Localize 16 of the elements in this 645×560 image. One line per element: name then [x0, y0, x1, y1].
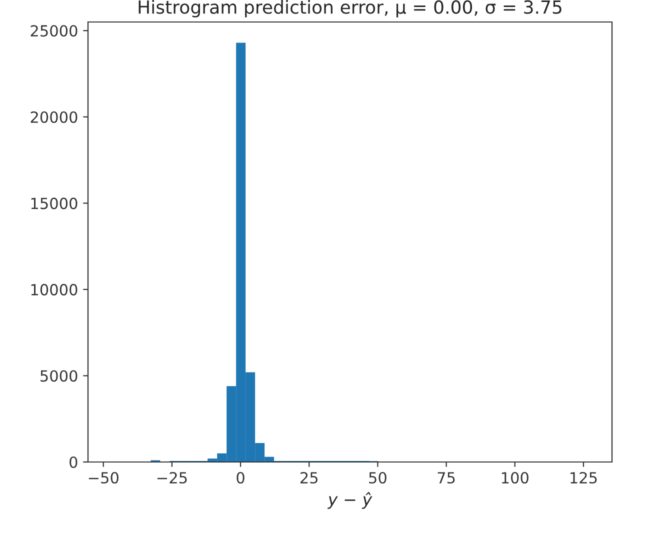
- y-tick-label: 0: [70, 456, 78, 468]
- x-tick-label: 25: [300, 472, 318, 484]
- chart-title: Histrogram prediction error, μ = 0.00, σ = 3.75: [138, 0, 562, 18]
- x-tick-label: −25: [157, 472, 187, 484]
- y-tick-label: 15000: [31, 198, 78, 210]
- x-tick-label: −50: [88, 472, 118, 484]
- y-tick-label: 10000: [31, 284, 78, 296]
- y-tick-label: 20000: [30, 111, 78, 123]
- x-axis-title: y − ŷ: [327, 492, 372, 509]
- y-tick-label: 25000: [30, 25, 78, 37]
- x-tick-label: 125: [570, 472, 597, 484]
- y-tick-label: 5000: [40, 370, 78, 382]
- x-tick-label: 50: [369, 472, 386, 484]
- x-tick-label: 100: [502, 472, 528, 484]
- x-tick-label: 0: [236, 472, 244, 484]
- x-tick-label: 75: [438, 472, 455, 484]
